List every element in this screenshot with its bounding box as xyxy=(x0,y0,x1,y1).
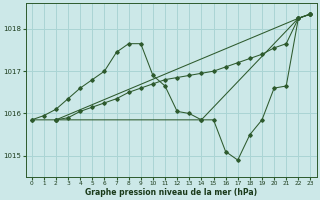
X-axis label: Graphe pression niveau de la mer (hPa): Graphe pression niveau de la mer (hPa) xyxy=(85,188,257,197)
